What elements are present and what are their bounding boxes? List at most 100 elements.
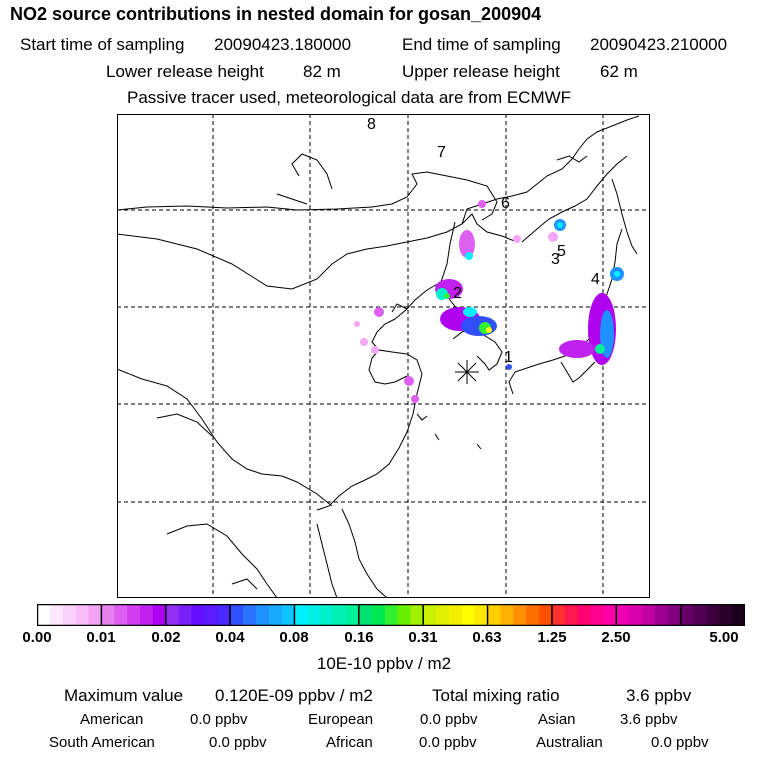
colorbar-cell xyxy=(307,604,321,626)
colorbar-cell xyxy=(732,604,745,626)
colorbar xyxy=(37,604,745,626)
colorbar-cell xyxy=(333,604,347,626)
total-mixing-value: 3.6 ppbv xyxy=(626,686,692,705)
colorbar-cell xyxy=(139,604,154,626)
colorbar-cell xyxy=(629,604,643,626)
australian-label: Australian xyxy=(536,734,603,751)
colorbar-tick-3: 0.04 xyxy=(215,629,245,646)
asian-value: 3.6 ppbv xyxy=(620,711,678,728)
colorbar-cell xyxy=(564,604,579,626)
south-american-label: South American xyxy=(49,734,155,751)
colorbar-cell xyxy=(75,604,89,626)
lower-height-value: 82 m xyxy=(303,62,341,81)
colorbar-cell xyxy=(397,604,411,626)
colorbar-cell xyxy=(371,604,386,626)
colorbar-tick-1: 0.01 xyxy=(86,629,116,646)
colorbar-tick-7: 0.63 xyxy=(472,629,502,646)
colorbar-cell xyxy=(178,604,192,626)
colorbar-cell xyxy=(165,604,180,626)
max-value-label: Maximum value xyxy=(64,686,184,705)
lower-height-label: Lower release height xyxy=(106,62,264,81)
source-label-8: 8 xyxy=(367,116,376,133)
colorbar-tick-8: 1.25 xyxy=(537,629,567,646)
colorbar-cell xyxy=(539,604,553,626)
colorbar-cell xyxy=(667,604,682,626)
source-label-4: 4 xyxy=(591,271,600,288)
colorbar-cell xyxy=(423,604,437,626)
colorbar-cell xyxy=(358,604,373,626)
tracer-note: Passive tracer used, meteorological data… xyxy=(127,88,572,107)
colorbar-tick-9: 2.50 xyxy=(601,629,631,646)
colorbar-cell xyxy=(230,604,244,626)
colorbar-unit: 10E-10 ppbv / m2 xyxy=(316,654,452,673)
colorbar-cell xyxy=(204,604,218,626)
colorbar-cell xyxy=(410,604,424,626)
plot-title: NO2 source contributions in nested domai… xyxy=(10,4,542,24)
colorbar-cell xyxy=(603,604,617,626)
colorbar-cell xyxy=(590,604,604,626)
end-time-label: End time of sampling xyxy=(402,35,561,54)
colorbar-cell xyxy=(616,604,630,626)
total-mixing-label: Total mixing ratio xyxy=(432,686,560,705)
colorbar-tick-4: 0.08 xyxy=(279,629,309,646)
source-label-7: 7 xyxy=(437,144,446,161)
map-panel: 1 2 3 4 5 6 7 8 xyxy=(117,114,650,598)
source-label-1: 1 xyxy=(504,349,513,366)
colorbar-cell xyxy=(642,604,656,626)
colorbar-frame xyxy=(37,604,745,626)
colorbar-cell xyxy=(474,604,489,626)
colorbar-cell xyxy=(320,604,334,626)
colorbar-cell xyxy=(268,604,283,626)
colorbar-cell xyxy=(551,604,566,626)
source-label-6: 6 xyxy=(501,195,510,212)
source-label-2: 2 xyxy=(453,285,462,302)
colorbar-cell xyxy=(680,604,695,626)
australian-value: 0.0 ppbv xyxy=(651,734,709,751)
colorbar-cell xyxy=(37,604,51,626)
american-value: 0.0 ppbv xyxy=(190,711,248,728)
colorbar-cell xyxy=(345,604,360,626)
map-frame xyxy=(117,114,650,598)
colorbar-cell xyxy=(513,604,527,626)
colorbar-cell xyxy=(693,604,707,626)
colorbar-cell xyxy=(577,604,592,626)
upper-height-label: Upper release height xyxy=(402,62,560,81)
colorbar-cell xyxy=(217,604,231,626)
no2-plume xyxy=(354,200,624,403)
colorbar-cell xyxy=(461,604,476,626)
colorbar-cell xyxy=(526,604,540,626)
european-value: 0.0 ppbv xyxy=(420,711,478,728)
map-svg: 1 2 3 4 5 6 7 8 xyxy=(117,114,650,598)
colorbar-cell xyxy=(719,604,733,626)
graticule xyxy=(117,114,650,598)
coastlines-borders xyxy=(117,115,640,598)
source-label-5: 5 xyxy=(557,243,566,260)
max-value: 0.120E-09 ppbv / m2 xyxy=(215,686,373,705)
upper-height-value: 62 m xyxy=(600,62,638,81)
colorbar-cell xyxy=(242,604,257,626)
colorbar-tick-6: 0.31 xyxy=(408,629,438,646)
colorbar-cell xyxy=(436,604,450,626)
source-labels: 1 2 3 4 5 6 7 8 xyxy=(367,116,600,366)
colorbar-cell xyxy=(500,604,514,626)
colorbar-cell xyxy=(294,604,308,626)
asian-label: Asian xyxy=(538,711,576,728)
colorbar-cell xyxy=(127,604,141,626)
colorbar-cell xyxy=(49,604,64,626)
receptor-marker xyxy=(455,360,479,384)
start-time-label: Start time of sampling xyxy=(20,35,185,54)
colorbar-cell xyxy=(487,604,501,626)
colorbar-cell xyxy=(448,604,463,626)
colorbar-cell xyxy=(101,604,115,626)
colorbar-tick-10: 5.00 xyxy=(709,629,739,646)
african-label: African xyxy=(326,734,373,751)
colorbar-cell xyxy=(706,604,720,626)
start-time-value: 20090423.180000 xyxy=(214,35,352,54)
american-label: American xyxy=(80,711,144,728)
end-time-value: 20090423.210000 xyxy=(590,35,728,54)
colorbar-tick-0: 0.00 xyxy=(22,629,52,646)
colorbar-cell xyxy=(88,604,102,626)
colorbar-cell xyxy=(654,604,669,626)
colorbar-tick-2: 0.02 xyxy=(151,629,181,646)
colorbar-cell xyxy=(255,604,270,626)
